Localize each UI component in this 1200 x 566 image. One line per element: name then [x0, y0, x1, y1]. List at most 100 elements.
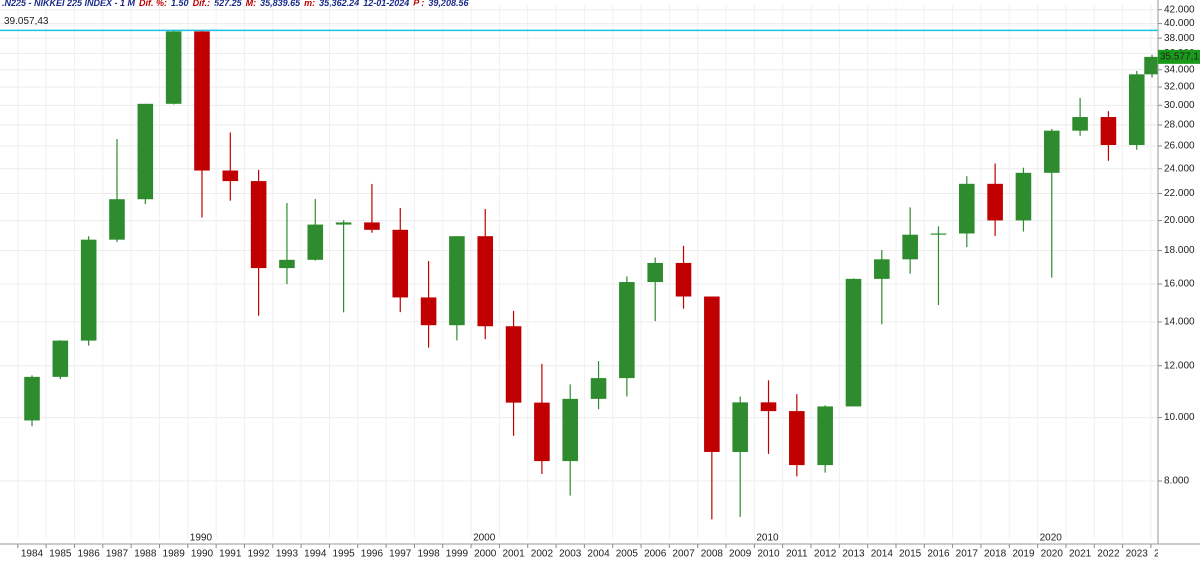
- x-tick-label: 1989: [163, 549, 186, 560]
- candle-body: [930, 233, 947, 235]
- x-tick-label: 2013: [842, 549, 865, 560]
- x-tick-label: 1987: [106, 549, 129, 560]
- candle-body: [874, 259, 890, 279]
- y-tick-label: 8.000: [1164, 476, 1189, 487]
- y-tick-label: 30.000: [1164, 100, 1195, 111]
- y-tick-label: 12.000: [1164, 360, 1195, 371]
- candle-body: [52, 340, 69, 377]
- reference-label: 39.057,43: [4, 16, 49, 27]
- candle-body: [80, 239, 97, 341]
- candle-body: [845, 278, 862, 407]
- header-part: 35,362.24: [319, 0, 359, 8]
- candle-body: [647, 262, 663, 283]
- y-tick-label: 32.000: [1164, 82, 1195, 93]
- x-tick-label: 1985: [49, 549, 72, 560]
- y-tick-label: 38.000: [1164, 33, 1195, 44]
- candle-body: [222, 170, 239, 182]
- candle-body: [562, 398, 579, 462]
- candle-body: [1015, 172, 1032, 221]
- candle-body: [675, 262, 692, 297]
- decade-label: 2000: [473, 533, 496, 544]
- x-tick-label: 1994: [304, 549, 327, 560]
- y-tick-label: 24.000: [1164, 163, 1195, 174]
- y-tick-label: 18.000: [1164, 245, 1195, 256]
- x-tick-label: 1984: [21, 549, 44, 560]
- header: .N225 - NIKKEI 225 INDEX - 1 M Dif. %: 1.5…: [2, 0, 469, 8]
- candle-body: [1100, 117, 1117, 146]
- header-part: M:: [246, 0, 257, 8]
- x-tick-label: 1998: [417, 549, 440, 560]
- x-tick-label: 2000: [474, 549, 497, 560]
- header-part: Dif. %:: [139, 0, 167, 8]
- candle-body: [1144, 56, 1158, 75]
- x-tick-label: 2019: [1012, 549, 1035, 560]
- header-part: 12-01-2024: [363, 0, 409, 8]
- x-tick-label: 2001: [502, 549, 525, 560]
- candle-body: [194, 31, 210, 171]
- x-tick-label: 2024: [1154, 549, 1177, 560]
- candle-body: [109, 199, 125, 240]
- candle-body: [420, 297, 437, 326]
- candle-body: [704, 296, 720, 452]
- header-part: .N225 - NIKKEI 225 INDEX - 1 M: [2, 0, 136, 8]
- x-tick-label: 1991: [219, 549, 242, 560]
- y-tick-label: 40.000: [1164, 18, 1195, 29]
- candle-body: [959, 183, 975, 234]
- x-tick-label: 2006: [644, 549, 667, 560]
- header-part: P :: [413, 0, 424, 8]
- y-tick-label: 28.000: [1164, 120, 1195, 131]
- x-tick-label: 2012: [814, 549, 837, 560]
- y-tick-label: 22.000: [1164, 188, 1195, 199]
- candle-body: [987, 183, 1003, 221]
- y-tick-label: 10.000: [1164, 412, 1195, 423]
- candle-body: [619, 282, 635, 379]
- candle-body: [1128, 74, 1145, 146]
- candle-body: [477, 236, 494, 327]
- x-tick-label: 1992: [247, 549, 270, 560]
- y-tick-label: 20.000: [1164, 215, 1195, 226]
- x-tick-label: 2018: [984, 549, 1007, 560]
- x-tick-label: 2015: [899, 549, 922, 560]
- x-tick-label: 2014: [871, 549, 894, 560]
- header-part: 39,208.56: [428, 0, 469, 8]
- candle-body: [789, 411, 805, 466]
- header-part: 35,839.65: [260, 0, 301, 8]
- candle-body: [1043, 130, 1060, 173]
- x-tick-label: 2005: [616, 549, 639, 560]
- x-tick-label: 1996: [361, 549, 384, 560]
- candle-body: [307, 224, 324, 260]
- candle-body: [760, 402, 777, 412]
- x-tick-label: 1988: [134, 549, 157, 560]
- candle-body: [165, 31, 182, 104]
- x-tick-label: 2020: [1041, 549, 1064, 560]
- x-tick-label: 1999: [446, 549, 469, 560]
- x-tick-label: 2022: [1097, 549, 1120, 560]
- candle-body: [24, 376, 40, 421]
- x-tick-label: 2007: [672, 549, 695, 560]
- header-part: Dif.:: [193, 0, 211, 8]
- y-tick-label: 26.000: [1164, 141, 1195, 152]
- candle-body: [590, 378, 607, 399]
- x-tick-label: 2011: [786, 549, 808, 560]
- x-tick-label: 2004: [587, 549, 610, 560]
- header-part: 1.50: [171, 0, 189, 8]
- candle-body: [505, 326, 522, 403]
- x-tick-label: 2021: [1069, 549, 1092, 560]
- candle-body: [335, 222, 352, 225]
- candle-body: [902, 234, 918, 260]
- header-part: m:: [304, 0, 315, 8]
- x-tick-label: 2008: [701, 549, 724, 560]
- x-tick-label: 1990: [191, 549, 214, 560]
- last-price-label: 35.577,1: [1160, 52, 1199, 63]
- candle-body: [250, 181, 267, 269]
- x-tick-label: 2010: [757, 549, 780, 560]
- candle-body: [449, 236, 465, 326]
- candle-body: [364, 222, 380, 230]
- x-tick-label: 2023: [1126, 549, 1149, 560]
- x-tick-label: 2017: [956, 549, 979, 560]
- last-price-box: [1158, 49, 1200, 64]
- candle-body: [732, 402, 748, 452]
- decade-label: 2010: [756, 533, 779, 544]
- x-tick-label: 1997: [389, 549, 412, 560]
- x-tick-label: 1986: [78, 549, 101, 560]
